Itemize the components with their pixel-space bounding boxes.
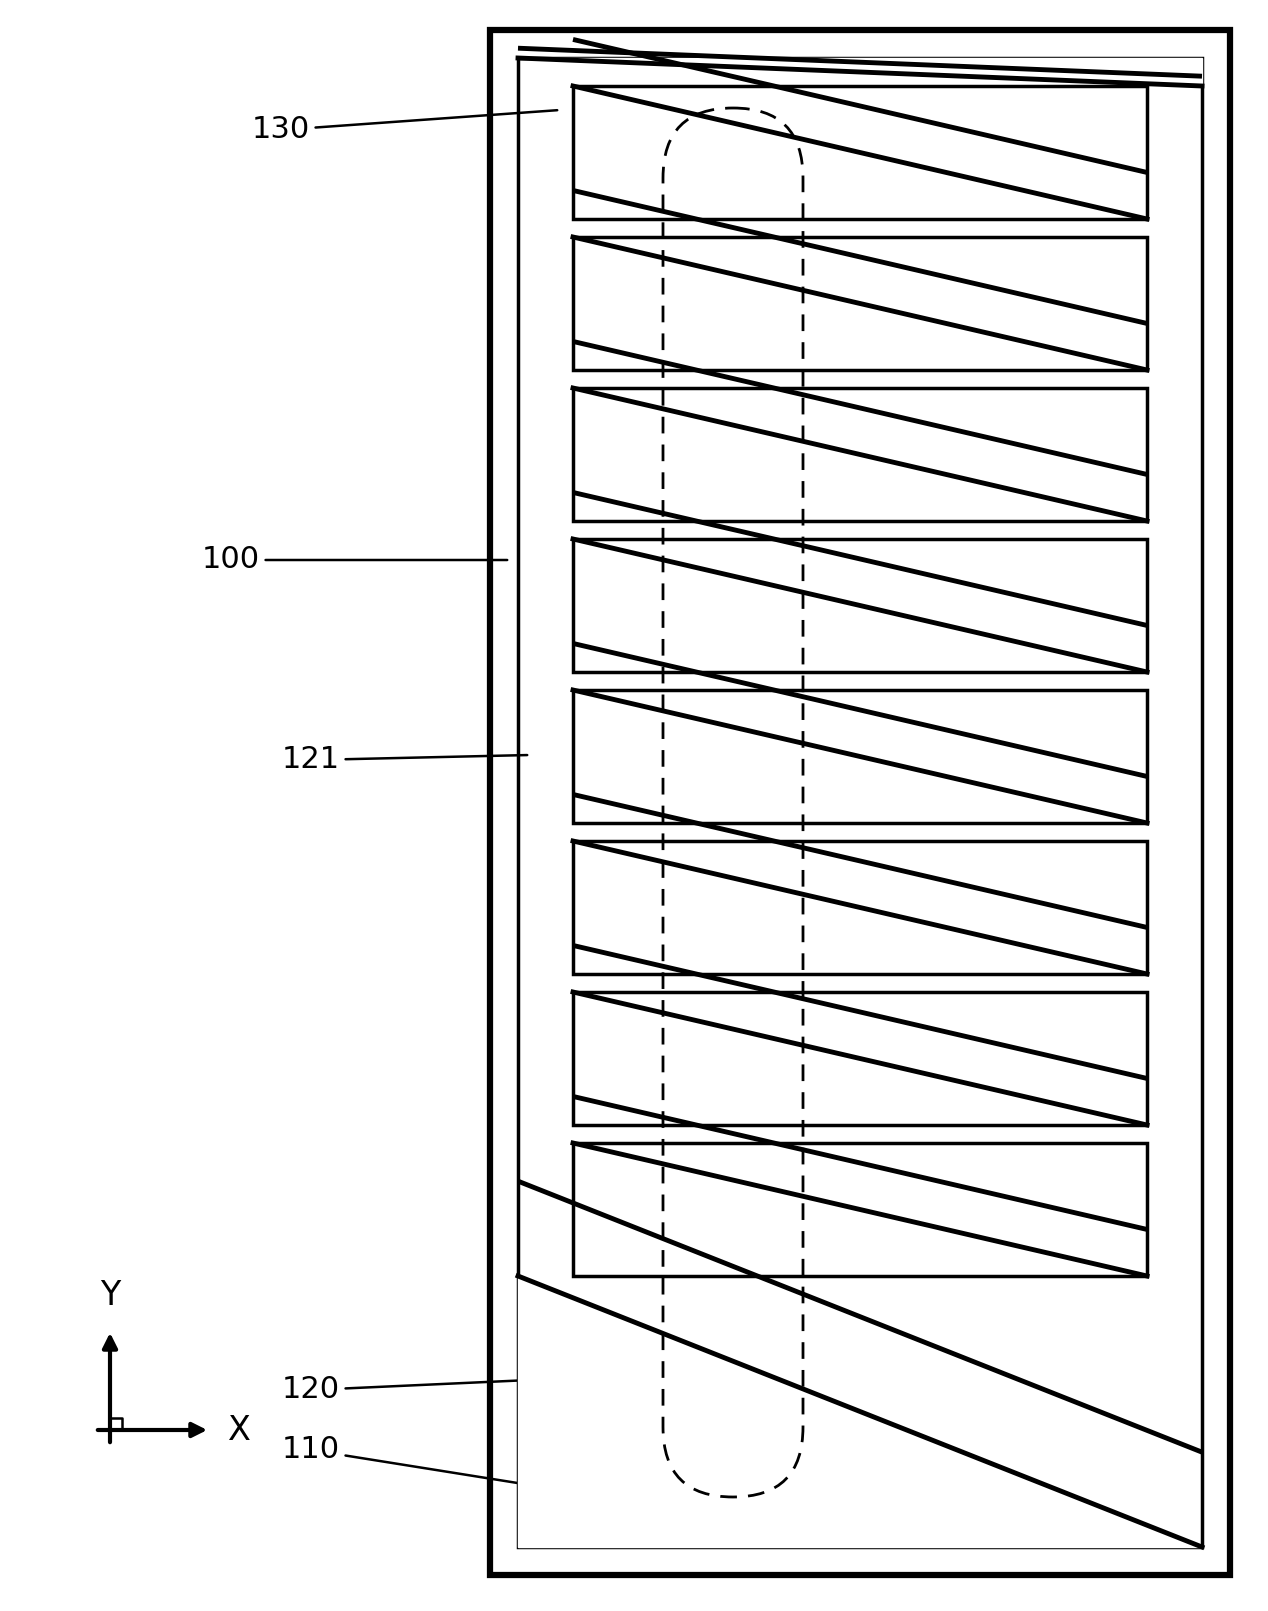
Polygon shape <box>519 58 1202 85</box>
Text: 130: 130 <box>252 110 557 145</box>
Text: 120: 120 <box>281 1376 527 1405</box>
Polygon shape <box>519 1276 1202 1547</box>
Bar <box>573 237 1148 371</box>
Bar <box>573 992 1148 1124</box>
Bar <box>573 388 1148 520</box>
Bar <box>573 540 1148 672</box>
Text: 100: 100 <box>202 546 507 575</box>
Text: 110: 110 <box>281 1435 527 1485</box>
Bar <box>573 1142 1148 1276</box>
Bar <box>489 31 1230 1576</box>
Bar <box>573 841 1148 975</box>
Text: 121: 121 <box>281 746 527 775</box>
Bar <box>519 58 1202 1547</box>
Bar <box>573 85 1148 219</box>
Text: X: X <box>228 1413 251 1447</box>
Text: Y: Y <box>100 1279 120 1311</box>
Bar <box>573 690 1148 823</box>
